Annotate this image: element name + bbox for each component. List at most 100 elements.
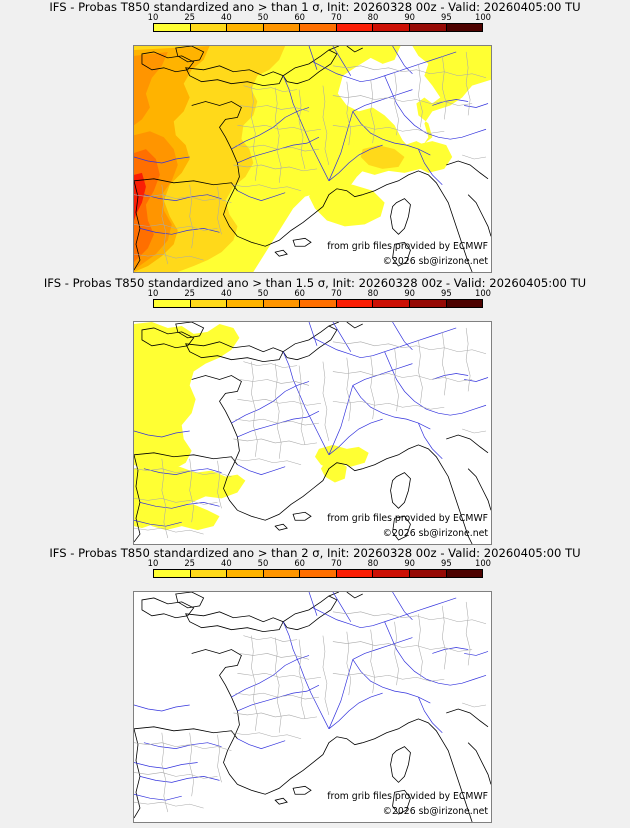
prob-band-10-provence <box>320 460 347 483</box>
coastlines <box>134 46 491 272</box>
colorbar-segment <box>409 570 447 577</box>
rivers <box>134 322 489 527</box>
colorbar-segment <box>190 24 228 31</box>
colorbar-tick-labels: 10 25 40 50 60 70 80 90 95 100 <box>148 288 491 299</box>
colorbar-segment <box>336 300 374 307</box>
colorbar-tick: 50 <box>257 288 269 298</box>
colorbar-tick-labels: 10 25 40 50 60 70 80 90 95 100 <box>148 558 491 569</box>
colorbar-segment <box>446 24 483 31</box>
admin-borders <box>134 51 487 265</box>
colorbar-tick: 60 <box>294 288 305 298</box>
colorbar-tick: 60 <box>294 12 305 22</box>
colorbar-gradient <box>153 569 483 578</box>
colorbar-tick: 95 <box>440 12 452 22</box>
colorbar-segment <box>300 570 337 577</box>
credit-copyright: ©2026 sb@irizone.net <box>382 528 488 539</box>
credit-ecmwf: from grib files provided by ECMWF <box>327 241 488 252</box>
prob-band-10-atlantic <box>134 322 240 473</box>
coastlines <box>134 322 491 544</box>
colorbar-gradient <box>153 299 483 308</box>
colorbar-tick: 25 <box>184 12 195 22</box>
colorbar-segment <box>373 24 410 31</box>
map-canvas[interactable]: from grib files provided by ECMWF ©2026 … <box>133 321 492 545</box>
colorbar-segment <box>446 570 483 577</box>
colorbar-tick: 25 <box>184 558 195 568</box>
admin-borders <box>134 327 487 539</box>
colorbar-segment <box>373 570 410 577</box>
forecast-panel-15-sigma: IFS - Probas T850 standardized ano > tha… <box>0 276 630 546</box>
colorbar-tick: 10 <box>147 12 159 22</box>
colorbar-tick: 50 <box>257 12 269 22</box>
probability-colorbar: 10 25 40 50 60 70 80 90 95 100 <box>148 288 491 310</box>
prob-band-10-channel <box>283 46 343 80</box>
colorbar-tick: 90 <box>404 558 415 568</box>
forecast-panel-1-sigma: IFS - Probas T850 standardized ano > tha… <box>0 0 630 276</box>
colorbar-segment <box>446 300 483 307</box>
colorbar-gradient <box>153 23 483 32</box>
panel-title: IFS - Probas T850 standardized ano > tha… <box>49 546 581 560</box>
colorbar-tick: 40 <box>220 12 232 22</box>
colorbar-segment <box>263 300 301 307</box>
colorbar-segment <box>190 300 228 307</box>
prob-band-70 <box>134 172 146 221</box>
prob-band-10-italy <box>410 141 453 173</box>
colorbar-tick: 25 <box>184 288 195 298</box>
colorbar-segment <box>227 300 264 307</box>
colorbar-segment <box>154 300 191 307</box>
colorbar-tick: 80 <box>367 288 379 298</box>
credit-ecmwf: from grib files provided by ECMWF <box>327 513 488 524</box>
colorbar-tick: 100 <box>475 12 491 22</box>
admin-borders <box>134 601 487 813</box>
probability-colorbar: 10 25 40 50 60 70 80 90 95 100 <box>148 12 491 34</box>
colorbar-tick: 90 <box>404 288 415 298</box>
colorbar-tick: 100 <box>475 288 491 298</box>
colorbar-tick: 40 <box>220 558 232 568</box>
prob-band-25-alps <box>360 145 405 169</box>
colorbar-tick: 70 <box>330 288 342 298</box>
colorbar-tick: 80 <box>367 12 379 22</box>
colorbar-tick: 95 <box>440 288 452 298</box>
colorbar-tick: 90 <box>404 12 415 22</box>
rivers <box>134 592 489 801</box>
colorbar-tick: 40 <box>220 288 232 298</box>
colorbar-segment <box>263 24 301 31</box>
map-background <box>134 592 491 822</box>
colorbar-segment <box>227 24 264 31</box>
colorbar-tick: 60 <box>294 558 305 568</box>
colorbar-segment <box>336 24 374 31</box>
map-canvas[interactable]: from grib files provided by ECMWF ©2026 … <box>133 45 492 273</box>
prob-band-50-n <box>134 51 168 126</box>
map-canvas[interactable]: from grib files provided by ECMWF ©2026 … <box>133 591 492 823</box>
colorbar-tick: 10 <box>147 288 159 298</box>
colorbar-tick: 10 <box>147 558 159 568</box>
colorbar-segment <box>154 24 191 31</box>
colorbar-segment <box>227 570 264 577</box>
colorbar-segment <box>409 300 447 307</box>
colorbar-segment <box>154 570 191 577</box>
colorbar-segment <box>409 24 447 31</box>
map-svg <box>134 322 491 544</box>
colorbar-segment <box>373 300 410 307</box>
forecast-panel-2-sigma: IFS - Probas T850 standardized ano > tha… <box>0 546 630 828</box>
colorbar-tick: 80 <box>367 558 379 568</box>
colorbar-tick: 70 <box>330 558 342 568</box>
probability-colorbar: 10 25 40 50 60 70 80 90 95 100 <box>148 558 491 580</box>
colorbar-segment <box>300 300 337 307</box>
rivers <box>134 46 489 235</box>
panel-title: IFS - Probas T850 standardized ano > tha… <box>43 276 587 290</box>
colorbar-tick: 95 <box>440 558 452 568</box>
map-svg <box>134 46 491 272</box>
colorbar-tick: 100 <box>475 558 491 568</box>
colorbar-tick: 70 <box>330 12 342 22</box>
credit-copyright: ©2026 sb@irizone.net <box>382 806 488 817</box>
colorbar-segment <box>300 24 337 31</box>
coastlines <box>134 592 491 822</box>
colorbar-tick: 50 <box>257 558 269 568</box>
map-svg <box>134 592 491 822</box>
colorbar-segment <box>263 570 301 577</box>
colorbar-segment <box>336 570 374 577</box>
prob-band-10-iberia2 <box>143 502 220 531</box>
panel-title: IFS - Probas T850 standardized ano > tha… <box>49 0 581 14</box>
credit-copyright: ©2026 sb@irizone.net <box>382 256 488 267</box>
